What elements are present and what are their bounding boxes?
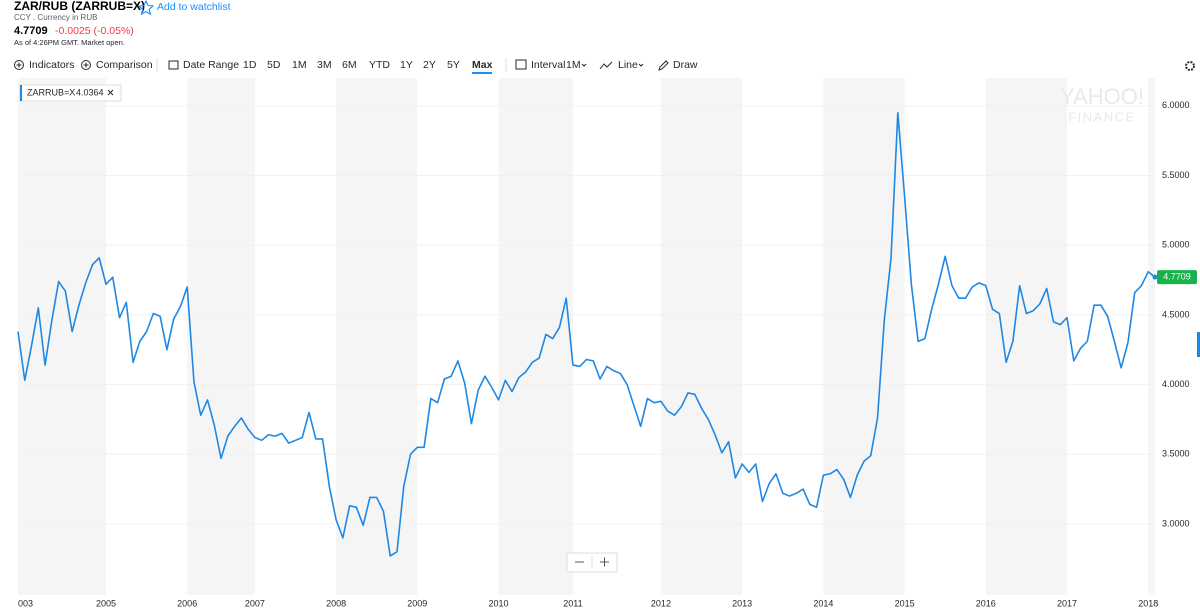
y-tick-label: 3.0000 (1162, 518, 1190, 528)
symbol-title: ZAR/RUB (ZARRUB=X) (14, 0, 145, 13)
x-tick-label: 2005 (96, 598, 116, 608)
range-button[interactable]: 3M (317, 59, 332, 71)
year-band (187, 78, 255, 595)
year-band (1148, 78, 1155, 595)
price-badge (1157, 270, 1197, 285)
x-tick-label: 2009 (407, 598, 427, 608)
legend-name: ZARRUB=X (27, 87, 75, 97)
active-underline (472, 72, 492, 74)
range-button[interactable]: Max (472, 59, 493, 71)
legend-close[interactable] (107, 89, 114, 96)
subtitle: CCY . Currency in RUB (14, 13, 97, 22)
indicators-icon[interactable] (14, 60, 24, 70)
range-button[interactable]: 5D (267, 59, 281, 71)
legend-value: 4.0364 (76, 87, 104, 97)
interval-icon[interactable] (515, 59, 527, 70)
range-button[interactable]: 5Y (447, 59, 460, 71)
draw-button[interactable]: Draw (673, 59, 698, 71)
interval-value[interactable]: 1M (566, 59, 581, 71)
x-tick-label: 2010 (489, 598, 509, 608)
range-button[interactable]: YTD (369, 59, 390, 71)
price-badge-label: 4.7709 (1163, 272, 1191, 282)
indicators-icon[interactable] (16, 62, 22, 68)
indicators-button[interactable]: Indicators (29, 59, 75, 71)
x-tick-label: 2008 (326, 598, 346, 608)
range-button[interactable]: 1Y (400, 59, 413, 71)
plot-background (18, 78, 1155, 595)
year-band (498, 78, 573, 595)
range-button[interactable]: 6M (342, 59, 357, 71)
interval-button[interactable]: Interval (531, 59, 565, 71)
chevron (638, 63, 644, 67)
date-range-button[interactable]: Date Range (183, 59, 239, 71)
settings-icon[interactable] (1185, 61, 1195, 71)
star-icon[interactable] (137, 0, 155, 16)
zoom-in[interactable] (600, 557, 609, 567)
range-button[interactable]: 1D (243, 59, 257, 71)
y-tick-label: 4.0000 (1162, 379, 1190, 389)
legend-swatch (20, 85, 22, 101)
watermark: YAHOO! (1060, 84, 1144, 109)
year-band (985, 78, 1068, 595)
comparison-icon[interactable] (81, 60, 91, 70)
price-change: -0.0025 (-0.05%) (55, 25, 134, 37)
watermark: FINANCE (1068, 109, 1136, 124)
comparison-button[interactable]: Comparison (96, 59, 153, 71)
timestamp: As of 4:26PM GMT. Market open. (14, 38, 125, 47)
calendar-icon[interactable] (168, 60, 179, 70)
price-line (17, 112, 1156, 557)
y-tick-label: 4.5000 (1162, 309, 1190, 319)
x-tick-label: 2014 (813, 598, 833, 608)
year-band (660, 78, 743, 595)
x-tick-label: 2016 (976, 598, 996, 608)
year-band (18, 78, 106, 595)
draw-icon[interactable] (658, 60, 669, 71)
chart-type-button[interactable]: Line (618, 59, 638, 71)
y-tick-label: 5.0000 (1162, 240, 1190, 250)
chevron (581, 63, 587, 67)
x-tick-label: 2015 (895, 598, 915, 608)
x-tick-label: 2006 (177, 598, 197, 608)
scroll-handle[interactable] (1197, 332, 1200, 357)
x-tick-label: 2007 (245, 598, 265, 608)
y-tick-label: 3.5000 (1162, 449, 1190, 459)
range-button[interactable]: 1M (292, 59, 307, 71)
price: 4.7709 (14, 25, 48, 37)
line-icon[interactable] (599, 61, 613, 70)
comparison-icon[interactable] (83, 62, 89, 68)
x-tick-label: 2012 (651, 598, 671, 608)
x-tick-label: 2011 (563, 598, 582, 608)
last-point (1152, 274, 1158, 280)
x-tick-label: 2018 (1138, 598, 1158, 608)
x-tick-label: 2013 (732, 598, 752, 608)
x-tick-label: 2017 (1057, 598, 1077, 608)
x-tick-label: 003 (18, 598, 33, 608)
range-buttons: 1D 5D 1M 3M 6M YTD 1Y 2Y 5Y Max (243, 59, 493, 74)
year-band (823, 78, 905, 595)
y-tick-label: 6.0000 (1162, 100, 1190, 110)
range-button[interactable]: 2Y (423, 59, 436, 71)
add-to-watchlist[interactable]: Add to watchlist (157, 1, 231, 13)
y-tick-label: 5.5000 (1162, 170, 1190, 180)
year-band (336, 78, 418, 595)
